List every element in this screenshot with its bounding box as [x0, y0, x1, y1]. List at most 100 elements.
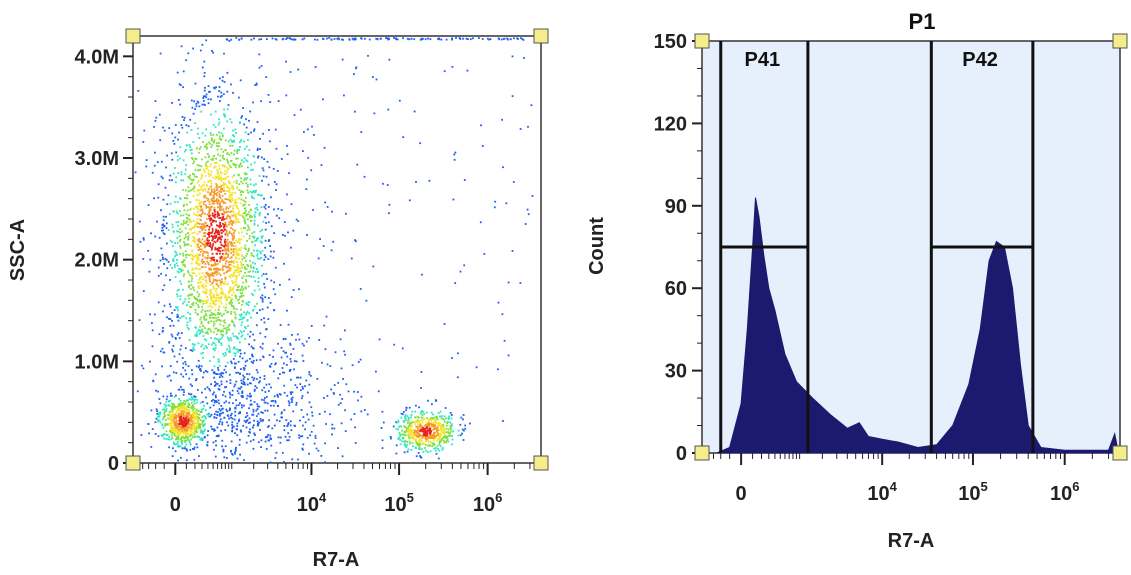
scatter-point	[229, 241, 231, 243]
scatter-point	[157, 390, 159, 393]
scatter-point	[417, 421, 420, 423]
scatter-point	[220, 255, 223, 258]
scatter-point	[341, 455, 344, 458]
scatter-point	[209, 257, 212, 259]
scatter-point	[277, 342, 279, 345]
scatter-point	[220, 296, 223, 298]
scatter-point	[244, 286, 247, 288]
scatter-point	[244, 172, 246, 175]
scatter-point	[173, 395, 176, 398]
scatter-point	[241, 317, 244, 320]
scatter-point	[214, 110, 217, 113]
scatter-point	[203, 317, 206, 320]
scatter-point	[243, 404, 245, 407]
scatter-point	[182, 388, 185, 391]
scatter-point	[183, 273, 186, 276]
scatter-point	[260, 264, 263, 267]
scatter-point	[217, 206, 219, 209]
scatter-point	[215, 283, 218, 286]
scatter-point	[433, 437, 435, 440]
scatter-point	[246, 412, 248, 414]
scatter-point	[236, 428, 238, 431]
scatter-point	[222, 218, 225, 221]
scatter-point	[205, 204, 207, 207]
scatter-point	[185, 233, 187, 236]
scatter-point	[197, 426, 200, 429]
scatter-point	[447, 416, 450, 419]
scatter-point	[438, 433, 441, 436]
scatter-point	[224, 365, 227, 368]
scatter-point	[507, 38, 509, 41]
scatter-point	[523, 57, 525, 59]
scatter-point	[210, 274, 212, 276]
scatter-point	[407, 434, 410, 436]
scatter-point	[255, 82, 258, 85]
scatter-point	[231, 176, 234, 178]
hist-corner-handle-bl[interactable]	[694, 445, 710, 461]
scatter-point	[227, 424, 230, 427]
scatter-point	[443, 441, 446, 444]
scatter-point	[213, 232, 216, 235]
scatter-corner-handle-tr[interactable]	[533, 28, 549, 44]
scatter-corner-handle-bl[interactable]	[125, 455, 141, 471]
scatter-point	[187, 301, 190, 303]
scatter-point	[306, 413, 309, 416]
scatter-point	[221, 156, 224, 159]
scatter-point	[249, 235, 251, 237]
hist-corner-handle-br[interactable]	[1112, 445, 1128, 461]
scatter-point	[419, 443, 422, 446]
scatter-point	[205, 241, 207, 244]
scatter-point	[283, 362, 285, 365]
scatter-point	[221, 79, 224, 82]
scatter-point	[209, 246, 212, 248]
scatter-point	[259, 296, 262, 299]
scatter-point	[231, 426, 234, 428]
hist-corner-handle-tl[interactable]	[694, 33, 710, 49]
scatter-corner-handle-tl[interactable]	[125, 28, 141, 44]
scatter-point	[233, 274, 236, 277]
scatter-corner-handle-br[interactable]	[533, 455, 549, 471]
scatter-point	[186, 321, 189, 324]
scatter-point	[200, 411, 202, 413]
scatter-point	[221, 281, 224, 284]
scatter-point	[179, 247, 182, 249]
scatter-point	[236, 212, 238, 215]
scatter-point	[210, 299, 213, 302]
scatter-point	[276, 393, 279, 396]
scatter-point	[220, 380, 223, 383]
scatter-point	[187, 270, 189, 272]
scatter-point	[478, 37, 480, 39]
scatter-point	[460, 416, 463, 419]
scatter-point	[197, 211, 199, 214]
scatter-point	[219, 154, 222, 157]
scatter-point	[258, 309, 261, 312]
scatter-point	[422, 451, 425, 453]
scatter-point	[218, 90, 221, 92]
scatter-point	[199, 330, 202, 332]
scatter-point	[234, 215, 237, 218]
scatter-point	[257, 155, 260, 158]
scatter-point	[313, 134, 315, 136]
scatter-point	[179, 406, 181, 408]
scatter-point	[252, 309, 254, 312]
scatter-point	[211, 314, 214, 316]
scatter-point	[293, 360, 296, 362]
scatter-point	[345, 383, 348, 386]
scatter-point	[310, 325, 313, 327]
scatter-point	[190, 148, 193, 151]
scatter-point	[439, 434, 441, 437]
scatter-point	[145, 159, 148, 161]
scatter-point	[209, 217, 212, 220]
scatter-point	[217, 399, 220, 402]
scatter-point	[245, 287, 247, 290]
scatter-point	[174, 424, 177, 426]
scatter-point	[218, 388, 221, 391]
scatter-point	[162, 351, 165, 354]
hist-corner-handle-tr[interactable]	[1112, 33, 1128, 49]
scatter-point	[210, 174, 212, 176]
scatter-point	[277, 395, 279, 398]
scatter-point	[234, 202, 236, 204]
scatter-point	[444, 407, 447, 409]
scatter-point	[220, 302, 223, 305]
scatter-point	[214, 210, 216, 213]
